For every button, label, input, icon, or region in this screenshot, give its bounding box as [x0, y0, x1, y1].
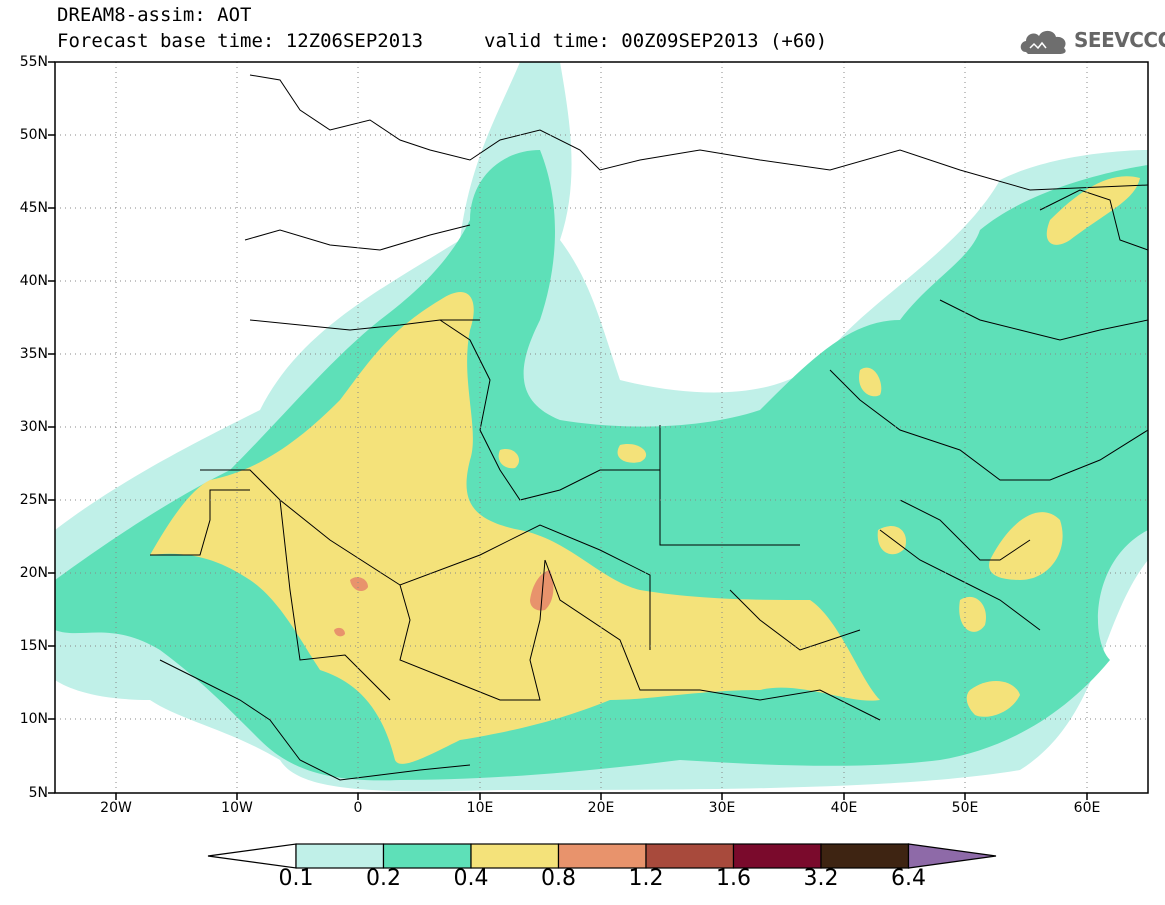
colorbar-label: 3.2	[803, 866, 839, 891]
colorbar-label: 1.6	[716, 866, 751, 891]
aot-band-0.4	[150, 291, 880, 764]
cloud-icon	[1020, 30, 1066, 54]
forecast-base-time: Forecast base time: 12Z06SEP2013	[57, 30, 424, 52]
lon-label: 0	[353, 800, 363, 816]
valid-time: valid time: 00Z09SEP2013 (+60)	[484, 30, 828, 52]
lat-label: 50N	[19, 127, 48, 143]
aot-band-0.8	[530, 570, 554, 611]
lat-label: 40N	[19, 273, 48, 289]
lon-label: 20E	[587, 800, 615, 816]
lon-label: 10E	[466, 800, 494, 816]
grid-lines	[55, 62, 1148, 793]
lon-label: 20W	[100, 800, 132, 816]
colorbar-label: 0.1	[278, 866, 314, 891]
lat-label: 20N	[19, 565, 48, 581]
lon-label: 60E	[1073, 800, 1101, 816]
colorbar-label: 6.4	[891, 866, 926, 891]
colorbar-label: 1.2	[628, 866, 664, 891]
colorbar-label: 0.2	[366, 866, 401, 891]
colorbar-label: 0.8	[541, 866, 576, 891]
lat-label: 25N	[19, 492, 48, 508]
lat-label: 5N	[28, 785, 48, 801]
axis-ticks	[48, 61, 1088, 800]
seevccc-logo: SEEVCCC	[1018, 22, 1165, 60]
lat-label: 30N	[19, 419, 48, 435]
lat-label: 15N	[19, 638, 48, 654]
lon-label: 30E	[708, 800, 736, 816]
lon-label: 50E	[951, 800, 979, 816]
colorbar-label: 0.4	[453, 866, 489, 891]
map-title: DREAM8-assim: AOT	[57, 4, 252, 26]
lat-label: 45N	[19, 200, 48, 216]
country-borders	[150, 74, 1148, 781]
lat-label: 35N	[19, 346, 48, 362]
aot-fill-layers	[55, 62, 1148, 793]
lat-label: 10N	[19, 711, 48, 727]
lon-label: 40E	[830, 800, 858, 816]
lat-label: 55N	[19, 54, 48, 70]
lon-label: 10W	[221, 800, 253, 816]
logo-text: SEEVCCC	[1074, 28, 1165, 52]
